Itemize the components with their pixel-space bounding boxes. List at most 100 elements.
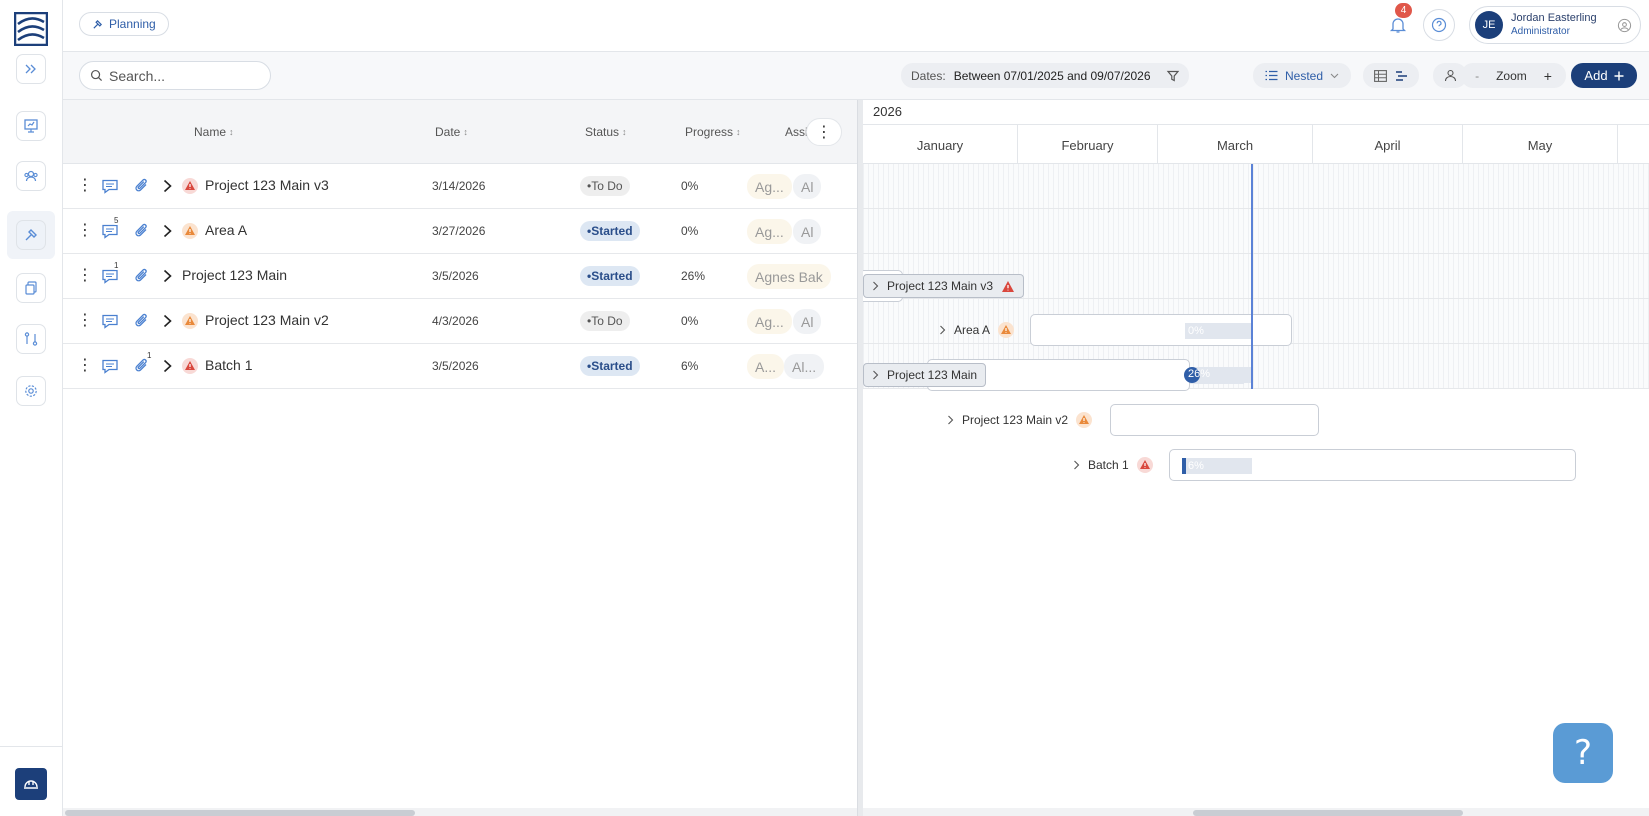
help-button[interactable]	[1423, 9, 1455, 41]
expand-rail-button[interactable]	[16, 54, 46, 84]
row-name[interactable]: Batch 1	[205, 357, 253, 373]
grid-horizontal-scrollbar[interactable]	[65, 810, 415, 816]
gantt-bar-label[interactable]: Batch 1	[1073, 453, 1153, 477]
gantt-bar-label[interactable]: Project 123 Main v3	[863, 274, 1025, 298]
person-icon	[1444, 69, 1456, 82]
gantt-progress-handle[interactable]	[1184, 367, 1200, 383]
comment-icon[interactable]	[101, 358, 119, 375]
breadcrumb[interactable]: Planning	[79, 12, 169, 36]
gantt-bar[interactable]: 0%	[1030, 314, 1292, 346]
search-input[interactable]	[109, 67, 259, 84]
user-menu[interactable]: JE Jordan Easterling Administrator	[1469, 6, 1641, 44]
row-menu-button[interactable]: ⋮	[77, 312, 93, 329]
gantt-bar-text: Area A	[954, 323, 991, 337]
comment-icon[interactable]	[101, 313, 119, 330]
row-menu-button[interactable]: ⋮	[77, 267, 93, 284]
expand-chevron-icon[interactable]	[161, 358, 173, 374]
notifications-button[interactable]	[1383, 10, 1413, 40]
paperclip-icon[interactable]	[134, 267, 150, 285]
add-button[interactable]: Add	[1571, 63, 1637, 88]
row-menu-button[interactable]: ⋮	[77, 357, 93, 374]
sort-icon: ↕	[463, 127, 468, 137]
column-header-name[interactable]: Name ↕	[194, 125, 234, 139]
nav-team-button[interactable]	[16, 161, 46, 191]
table-row[interactable]: ⋮ 1 Batch 1 3/5/2026 • Started 6% A... Al...	[63, 344, 857, 389]
zoom-out-button[interactable]: -	[1475, 68, 1480, 83]
row-name[interactable]: Project 123 Main v3	[205, 177, 329, 193]
chevron-right-icon	[948, 415, 954, 425]
row-name[interactable]: Project 123 Main v2	[205, 312, 329, 328]
assignee-chip[interactable]: Ag...	[747, 309, 792, 334]
sort-icon: ↕	[229, 127, 234, 137]
warning-icon	[1136, 457, 1153, 473]
expand-chevron-icon[interactable]	[161, 268, 173, 284]
gantt-bar[interactable]	[1110, 404, 1319, 436]
row-name[interactable]: Project 123 Main	[182, 267, 288, 283]
filter-button[interactable]	[1157, 63, 1189, 88]
table-row[interactable]: ⋮ 5 Area A 3/27/2026 • Started 0% Ag... Al	[63, 209, 857, 254]
pane-splitter[interactable]	[857, 100, 863, 816]
gantt-horizontal-scrollbar[interactable]	[1193, 810, 1463, 816]
assignee-chip[interactable]: Al	[793, 219, 822, 244]
row-name[interactable]: Area A	[205, 222, 248, 238]
status-badge[interactable]: • To Do	[580, 176, 630, 196]
table-view-icon[interactable]	[1374, 69, 1387, 82]
gantt-view-icon[interactable]	[1395, 70, 1408, 82]
expand-chevron-icon[interactable]	[161, 313, 173, 329]
gantt-bar[interactable]: 6%	[1169, 449, 1576, 481]
table-row[interactable]: ⋮ 1 Project 123 Main 3/5/2026 • Started 26% Agn…	[63, 254, 857, 299]
expand-chevron-icon[interactable]	[161, 178, 173, 194]
column-options-button[interactable]: ⋮	[806, 118, 842, 146]
column-header-status[interactable]: Status ↕	[585, 125, 627, 139]
breadcrumb-label: Planning	[109, 17, 156, 31]
zoom-control: - Zoom +	[1461, 63, 1566, 88]
table-row[interactable]: ⋮ Project 123 Main v3 3/14/2026 • To Do 0% Ag.…	[63, 164, 857, 209]
warning-icon	[998, 322, 1015, 338]
paperclip-icon[interactable]	[134, 312, 150, 330]
paperclip-icon[interactable]	[134, 357, 150, 375]
rail-bottom-button[interactable]	[15, 768, 47, 800]
table-row[interactable]: ⋮ Project 123 Main v2 4/3/2026 • To Do 0% Ag..…	[63, 299, 857, 344]
assignee-chip[interactable]: Ag...	[747, 219, 792, 244]
hammer-icon	[93, 19, 103, 29]
status-badge[interactable]: • Started	[580, 356, 640, 376]
nav-dashboard-button[interactable]	[16, 111, 46, 141]
search-icon	[90, 69, 103, 82]
nav-documents-button[interactable]	[16, 273, 46, 303]
view-mode-dropdown[interactable]: Nested	[1253, 63, 1351, 88]
assignee-chip[interactable]: Al	[793, 174, 822, 199]
status-label: Started	[591, 224, 633, 238]
assignee-chip[interactable]: Agnes Bak	[747, 264, 831, 289]
nav-settings-button[interactable]	[16, 376, 46, 406]
paperclip-icon[interactable]	[134, 177, 150, 195]
search-box[interactable]	[79, 61, 271, 90]
gantt-bar-label[interactable]: Project 123 Main v2	[947, 408, 1093, 432]
status-badge[interactable]: • Started	[580, 266, 640, 286]
assignee-chip[interactable]: Ag...	[747, 174, 792, 199]
row-menu-button[interactable]: ⋮	[77, 222, 93, 239]
comment-icon[interactable]	[101, 268, 119, 285]
assignee-chip[interactable]: Al...	[784, 354, 825, 379]
column-header-progress[interactable]: Progress ↕	[685, 125, 741, 139]
assignee-chip[interactable]: A...	[747, 354, 785, 379]
floating-help-button[interactable]: ?	[1553, 723, 1613, 783]
dates-filter-chip[interactable]: Dates: Between 07/01/2025 and 09/07/2026	[901, 63, 1185, 88]
paperclip-icon[interactable]	[134, 222, 150, 240]
gantt-bar-text: Project 123 Main v3	[887, 279, 994, 293]
status-badge[interactable]: • To Do	[580, 311, 630, 331]
status-badge[interactable]: • Started	[580, 221, 640, 241]
zoom-in-button[interactable]: +	[1543, 67, 1552, 84]
nav-planning-button[interactable]	[16, 220, 46, 250]
comment-icon[interactable]	[101, 223, 119, 240]
app-logo-icon[interactable]	[14, 12, 48, 46]
gantt-progress-fill: 6%	[1182, 458, 1252, 474]
gantt-bar-label[interactable]: Project 123 Main	[863, 363, 987, 387]
row-menu-button[interactable]: ⋮	[77, 177, 93, 194]
gantt-bar-label[interactable]: Area A	[939, 318, 1015, 342]
gantt-progress-text: 6%	[1188, 460, 1204, 472]
column-header-date[interactable]: Date ↕	[435, 125, 468, 139]
comment-icon[interactable]	[101, 178, 119, 195]
assignee-chip[interactable]: Al	[793, 309, 822, 334]
nav-workflow-button[interactable]	[16, 324, 46, 354]
expand-chevron-icon[interactable]	[161, 223, 173, 239]
